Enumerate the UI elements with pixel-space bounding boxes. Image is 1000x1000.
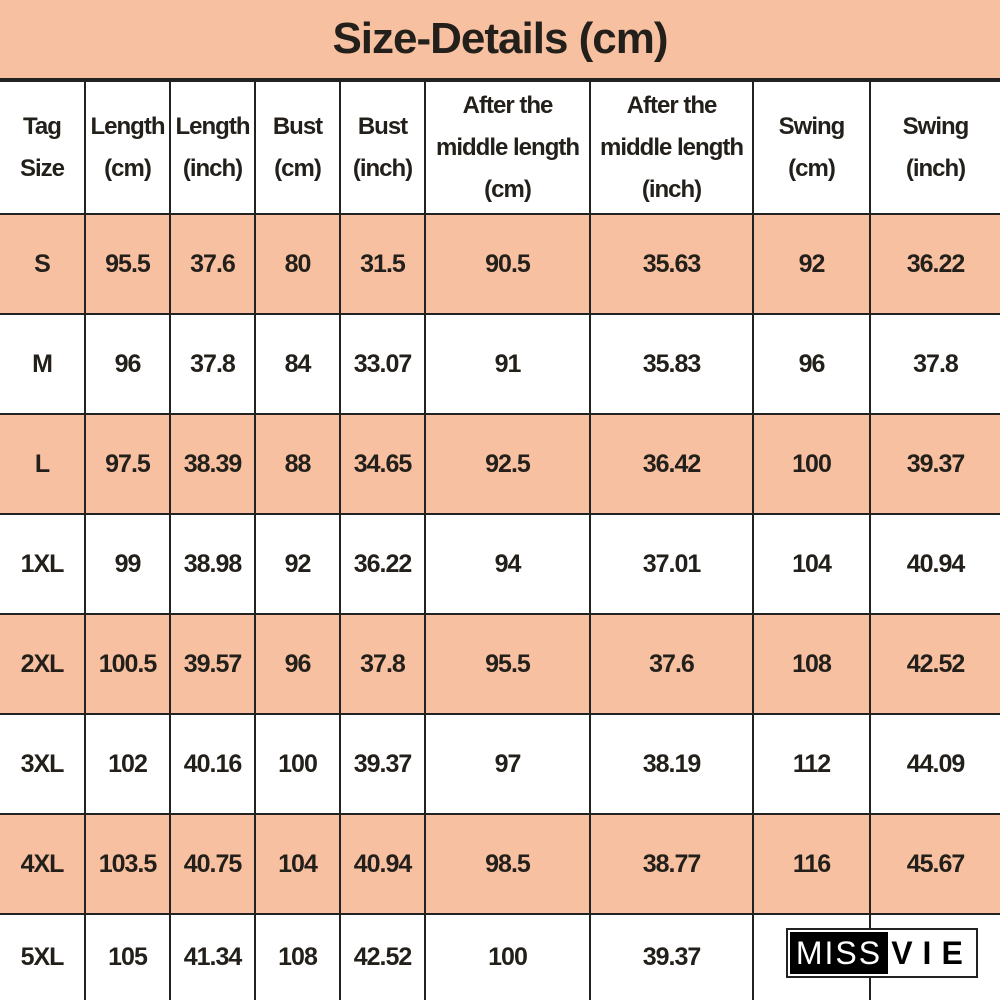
table-row: 3XL 102 40.16 100 39.37 97 38.19 112 44.09 — [0, 713, 1000, 815]
table-cell: 97.5 — [84, 413, 171, 515]
table-cell: 37.01 — [589, 513, 754, 615]
column-header: Bust (cm) — [254, 80, 341, 215]
table-cell: 95.5 — [424, 613, 591, 715]
table-cell: 36.22 — [339, 513, 426, 615]
table-cell: 35.83 — [589, 313, 754, 415]
table-cell: 37.8 — [339, 613, 426, 715]
table-cell: 97 — [424, 713, 591, 815]
table-cell: 94 — [424, 513, 591, 615]
table-cell: L — [0, 413, 86, 515]
table-cell: 35.63 — [589, 213, 754, 315]
table-row: 2XL 100.5 39.57 96 37.8 95.5 37.6 108 42.52 — [0, 613, 1000, 715]
table-cell: M — [0, 313, 86, 415]
table-cell: 31.5 — [339, 213, 426, 315]
table-cell: 96 — [254, 613, 341, 715]
brand-logo: MISS VIE — [786, 928, 978, 978]
table-cell: 92 — [752, 213, 871, 315]
table-cell: 36.22 — [869, 213, 1000, 315]
table-row: 4XL 103.5 40.75 104 40.94 98.5 38.77 116 45.67 — [0, 813, 1000, 915]
table-row: 5XL 105 41.34 108 42.52 100 39.37 — [0, 913, 1000, 1000]
table-cell: 96 — [752, 313, 871, 415]
table-row: 1XL 99 38.98 92 36.22 94 37.01 104 40.94 — [0, 513, 1000, 615]
table-cell: 92 — [254, 513, 341, 615]
table-cell: 100.5 — [84, 613, 171, 715]
table-cell: 96 — [84, 313, 171, 415]
column-header: Length (inch) — [169, 80, 256, 215]
table-cell: 38.98 — [169, 513, 256, 615]
table-row: S 95.5 37.6 80 31.5 90.5 35.63 92 36.22 — [0, 213, 1000, 315]
size-table: Tag Size Length (cm) Length (inch) Bust (cm… — [0, 80, 1000, 1000]
table-cell: 36.42 — [589, 413, 754, 515]
column-header: Tag Size — [0, 80, 86, 215]
table-cell: 92.5 — [424, 413, 591, 515]
table-cell: 42.52 — [869, 613, 1000, 715]
table-cell: 3XL — [0, 713, 86, 815]
table-cell: 4XL — [0, 813, 86, 915]
table-cell: 41.34 — [169, 913, 256, 1000]
table-cell: 108 — [752, 613, 871, 715]
table-cell: 88 — [254, 413, 341, 515]
table-cell: 2XL — [0, 613, 86, 715]
table-cell: 38.19 — [589, 713, 754, 815]
table-cell: 116 — [752, 813, 871, 915]
table-cell: 104 — [752, 513, 871, 615]
table-cell: 42.52 — [339, 913, 426, 1000]
table-cell: S — [0, 213, 86, 315]
table-cell: 38.77 — [589, 813, 754, 915]
table-cell: 102 — [84, 713, 171, 815]
table-cell: 33.07 — [339, 313, 426, 415]
table-cell: 105 — [84, 913, 171, 1000]
header-row: Tag Size Length (cm) Length (inch) Bust (cm… — [0, 80, 1000, 215]
column-header: Length (cm) — [84, 80, 171, 215]
table-cell: 100 — [752, 413, 871, 515]
table-cell: 80 — [254, 213, 341, 315]
table-row: L 97.5 38.39 88 34.65 92.5 36.42 100 39.37 — [0, 413, 1000, 515]
table-cell: 40.94 — [339, 813, 426, 915]
table-cell: 45.67 — [869, 813, 1000, 915]
table-cell: 103.5 — [84, 813, 171, 915]
table-row: M 96 37.8 84 33.07 91 35.83 96 37.8 — [0, 313, 1000, 415]
table-title: Size-Details (cm) — [0, 0, 1000, 80]
table-cell: 44.09 — [869, 713, 1000, 815]
table-cell: 40.16 — [169, 713, 256, 815]
table-cell: 39.37 — [589, 913, 754, 1000]
table-cell: 104 — [254, 813, 341, 915]
table-cell: 112 — [752, 713, 871, 815]
table-cell: 90.5 — [424, 213, 591, 315]
logo-part-miss: MISS — [790, 932, 888, 974]
table-cell: 37.8 — [169, 313, 256, 415]
column-header: After the middle length (inch) — [589, 80, 754, 215]
table-cell: 37.6 — [169, 213, 256, 315]
column-header: Swing (cm) — [752, 80, 871, 215]
table-cell: 1XL — [0, 513, 86, 615]
table-cell: 99 — [84, 513, 171, 615]
table-cell: 40.75 — [169, 813, 256, 915]
table-cell: 40.94 — [869, 513, 1000, 615]
logo-part-vie: VIE — [891, 934, 973, 971]
table-cell: 100 — [424, 913, 591, 1000]
table-cell: 5XL — [0, 913, 86, 1000]
column-header: After the middle length (cm) — [424, 80, 591, 215]
table-cell: 100 — [254, 713, 341, 815]
table-cell: 37.6 — [589, 613, 754, 715]
table-cell: 39.37 — [869, 413, 1000, 515]
column-header: Swing (inch) — [869, 80, 1000, 215]
table-cell: 98.5 — [424, 813, 591, 915]
table-cell: 39.57 — [169, 613, 256, 715]
table-cell: 84 — [254, 313, 341, 415]
table-cell: 108 — [254, 913, 341, 1000]
table-cell: 91 — [424, 313, 591, 415]
table-cell: 34.65 — [339, 413, 426, 515]
table-cell: 39.37 — [339, 713, 426, 815]
column-header: Bust (inch) — [339, 80, 426, 215]
table-cell: 95.5 — [84, 213, 171, 315]
table-cell: 37.8 — [869, 313, 1000, 415]
table-cell: 38.39 — [169, 413, 256, 515]
